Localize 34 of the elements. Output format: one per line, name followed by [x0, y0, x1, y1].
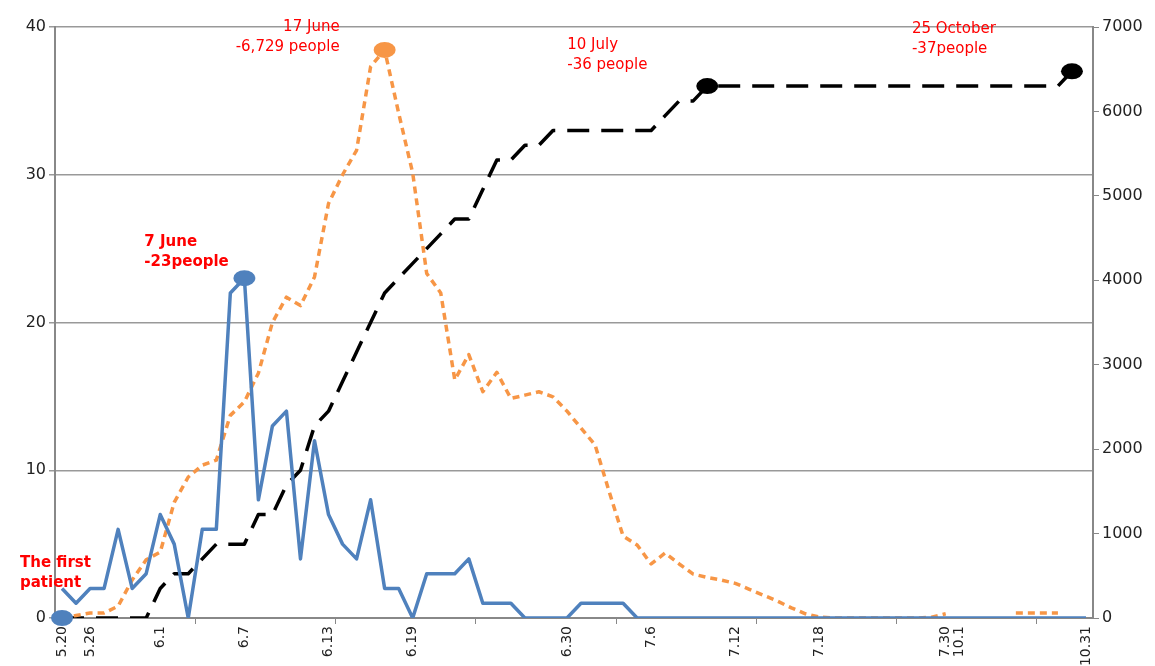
x-tick-label: 10.31 [1076, 626, 1093, 666]
y2-tick-label: 6000 [1102, 100, 1143, 120]
y2-tick-label: 5000 [1102, 185, 1143, 205]
x-tick-label: 5.20 [52, 626, 69, 658]
annotation: 10 July -36 people [567, 35, 648, 74]
x-tick-label: 5.26 [80, 625, 97, 658]
y-tick-label: 0 [35, 607, 46, 627]
point [1060, 63, 1083, 80]
x-tick-label: 10.1 [950, 626, 967, 658]
x-tick-label: 7.30 [936, 626, 953, 658]
annotation: 7 June -23people [144, 231, 229, 270]
y-tick-label: 20 [25, 311, 46, 331]
y-tick-label: 10 [25, 459, 46, 479]
point [233, 270, 256, 287]
x-tick-label: 6.19 [403, 626, 420, 658]
x-tick-label: 6.13 [319, 626, 336, 658]
x-tick-label: 6.7 [235, 626, 252, 649]
x-tick-label: 7.12 [725, 626, 742, 658]
y-tick-label: 30 [25, 163, 46, 183]
y-tick-label: 40 [25, 16, 46, 36]
x-tick-label: 6.30 [557, 626, 574, 658]
y2-tick-label: 3000 [1102, 353, 1143, 373]
annotation: 17 June -6,729 people [235, 17, 340, 56]
y2-tick-label: 4000 [1102, 269, 1143, 289]
y2-tick-label: 0 [1102, 607, 1113, 627]
y2-tick-label: 2000 [1102, 438, 1143, 458]
x-tick-label: 6.1 [150, 626, 167, 649]
annotation: 25 October -37people [911, 18, 997, 57]
x-tick-label: 7.18 [810, 626, 827, 658]
point [696, 78, 719, 95]
annotation: The first patient [20, 553, 91, 592]
x-tick-label: 7.6 [641, 625, 658, 649]
y2-tick-label: 7000 [1102, 16, 1143, 36]
y2-tick-label: 1000 [1102, 522, 1143, 542]
